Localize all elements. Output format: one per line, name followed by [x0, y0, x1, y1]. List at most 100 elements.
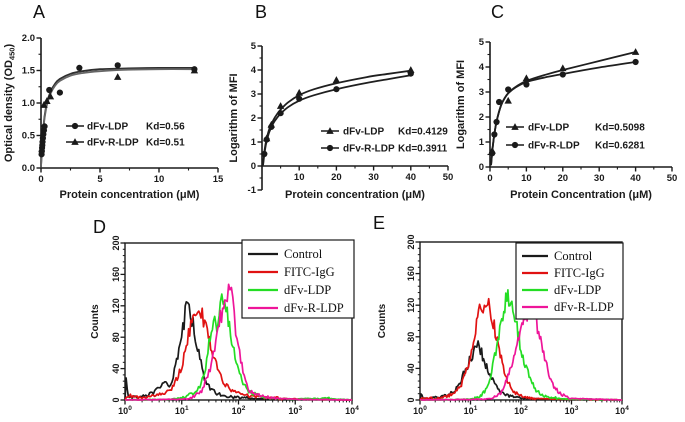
y-tick-label: 3	[251, 89, 256, 100]
y-tick-label: 200	[111, 235, 121, 250]
kd-value: Kd=0.6281	[595, 141, 645, 152]
panel-label-A: A	[33, 2, 46, 22]
data-point-dFv-R-LDP	[277, 110, 284, 117]
legend-marker	[511, 123, 519, 130]
y-tick-label: 80	[111, 332, 121, 342]
legend-label: dFv-LDP	[554, 283, 601, 297]
data-point-dFv-LDP	[559, 64, 567, 72]
legend-label: FITC-IgG	[554, 266, 605, 280]
legend-marker	[326, 144, 334, 152]
y-tick-label: 0.5	[22, 131, 36, 142]
data-point-dFv-R-LDP	[263, 136, 270, 143]
x-tick-label: 10	[521, 173, 532, 184]
data-point-dFv-LDP	[114, 62, 121, 69]
y-tick-label: 1.5	[22, 66, 36, 77]
x-tick-label: 40	[630, 173, 641, 184]
panel-E: E 0 40 80 120 160 200 100 101 102 103 104 Counts Con…	[360, 213, 665, 422]
y-tick-label: 80	[406, 332, 416, 342]
x-axis-title: Protein concentration (μM)	[60, 189, 200, 201]
y-tick-label: 2	[251, 113, 256, 124]
y-tick-label: 200	[406, 234, 416, 249]
legend-label: dFv-LDP	[284, 283, 331, 297]
legend-marker	[511, 141, 519, 149]
x-tick-label: 15	[213, 174, 224, 185]
panel-label-D: D	[93, 217, 106, 237]
data-point-dFv-LDP	[56, 89, 63, 96]
kd-value: Kd=0.5098	[595, 123, 645, 134]
data-point-dFv-R-LDP	[190, 66, 199, 74]
histogram-curve-dFv-R-LDP	[419, 301, 622, 401]
x-tick-label: 104	[345, 405, 359, 416]
y-tick-label: 5	[251, 41, 257, 52]
y-tick-label: 120	[111, 298, 121, 313]
x-tick-label: 5	[97, 174, 103, 185]
x-tick-label: 30	[594, 173, 605, 184]
panel-C-plot: 0 10 20 30 40 50 0 1 2 3 4 5 Protein Concentration (…	[455, 37, 678, 201]
histogram-curve-dFv-R-LDP	[124, 283, 352, 401]
fit-curve-dFv-LDP	[40, 66, 196, 168]
x-tick-label: 30	[368, 172, 379, 183]
x-tick-label: 20	[558, 173, 569, 184]
y-tick-label: 160	[406, 266, 416, 281]
y-tick-label: 40	[406, 363, 416, 373]
data-point-dFv-LDP	[76, 64, 83, 71]
y-axis-title: Counts	[377, 303, 388, 338]
legend-label: dFv-LDP	[343, 127, 384, 138]
data-point-dFv-R-LDP	[491, 131, 498, 138]
y-tick-label: 2	[479, 112, 484, 123]
data-point-dFv-R-LDP	[261, 150, 268, 158]
x-tick-label: 50	[667, 173, 678, 184]
data-point-dFv-R-LDP	[489, 150, 496, 157]
legend-label: dFv-R-LDP	[554, 300, 614, 314]
x-tick-label: 103	[565, 405, 579, 416]
x-tick-label: 102	[232, 405, 246, 416]
y-tick-label: 40	[111, 364, 121, 374]
x-axis-title: Protein concentration (μM)	[285, 189, 425, 201]
y-tick-label: 3	[479, 87, 484, 98]
x-tick-label: 10	[154, 174, 165, 185]
kd-value: Kd=0.4129	[398, 127, 448, 138]
data-point-dFv-R-LDP	[632, 58, 639, 66]
data-point-dFv-R-LDP	[296, 95, 303, 102]
legend-marker	[71, 138, 79, 145]
legend-label: dFv-R-LDP	[528, 141, 580, 152]
kd-value: Kd=0.56	[146, 122, 185, 133]
y-tick-label: 4	[251, 65, 257, 76]
data-point-dFv-R-LDP	[46, 92, 55, 100]
data-point-dFv-R-LDP	[114, 73, 122, 80]
y-tick-label: 1	[479, 137, 485, 148]
panel-D-plot: 0 40 80 120 160 200 100 101 102 103 104 Counts Contr…	[90, 235, 359, 416]
panel-label-E: E	[373, 213, 386, 233]
y-axis-title: Logarithm of MFI	[228, 73, 240, 162]
legend-marker	[326, 127, 334, 134]
y-tick-label: 0	[251, 161, 256, 172]
data-point-dFv-R-LDP	[43, 97, 51, 104]
panel-B-plot: 10 20 30 40 50 -1 0 1 2 3 4 5 Protein concentration …	[228, 41, 454, 201]
x-tick-label: 100	[118, 405, 132, 416]
kd-value: Kd=0.3911	[398, 144, 448, 155]
panel-D: D 0 40 80 120 160 200 100 101 102 103 104 Counts Con…	[85, 213, 377, 422]
data-point-dFv-LDP	[522, 74, 531, 82]
y-tick-label: 0.0	[22, 163, 35, 174]
histogram-curve-FITC-IgG	[124, 307, 353, 401]
y-tick-label: 1.0	[22, 98, 35, 109]
data-point-dFv-LDP	[41, 123, 48, 130]
x-tick-label: 50	[443, 172, 454, 183]
panel-label-C: C	[491, 2, 504, 22]
y-tick-label: 5	[479, 37, 485, 48]
panel-A: A 0 5 10 15 0.0 0.5 1.0 1.5 2.0 Protein concentra…	[0, 0, 228, 212]
panel-A-plot: 0 5 10 15 0.0 0.5 1.0 1.5 2.0 Protein concentrati…	[3, 33, 224, 201]
kd-value: Kd=0.51	[146, 138, 185, 149]
data-point-dFv-R-LDP	[505, 86, 512, 93]
x-tick-label: 0	[38, 174, 43, 185]
x-tick-label: 101	[175, 405, 189, 416]
panel-C: C 0 10 20 30 40 50 0 1 2 3 4 5 Protein Concentration…	[455, 0, 685, 212]
data-point-dFv-R-LDP	[40, 101, 48, 108]
panel-label-B: B	[255, 2, 268, 22]
legend-label: FITC-IgG	[284, 265, 335, 279]
legend-label: dFv-LDP	[87, 122, 128, 133]
legend-label: dFv-R-LDP	[343, 144, 395, 155]
y-tick-label: 0	[111, 397, 121, 402]
panel-E-plot: 0 40 80 120 160 200 100 101 102 103 104 Counts Contr…	[377, 234, 629, 416]
